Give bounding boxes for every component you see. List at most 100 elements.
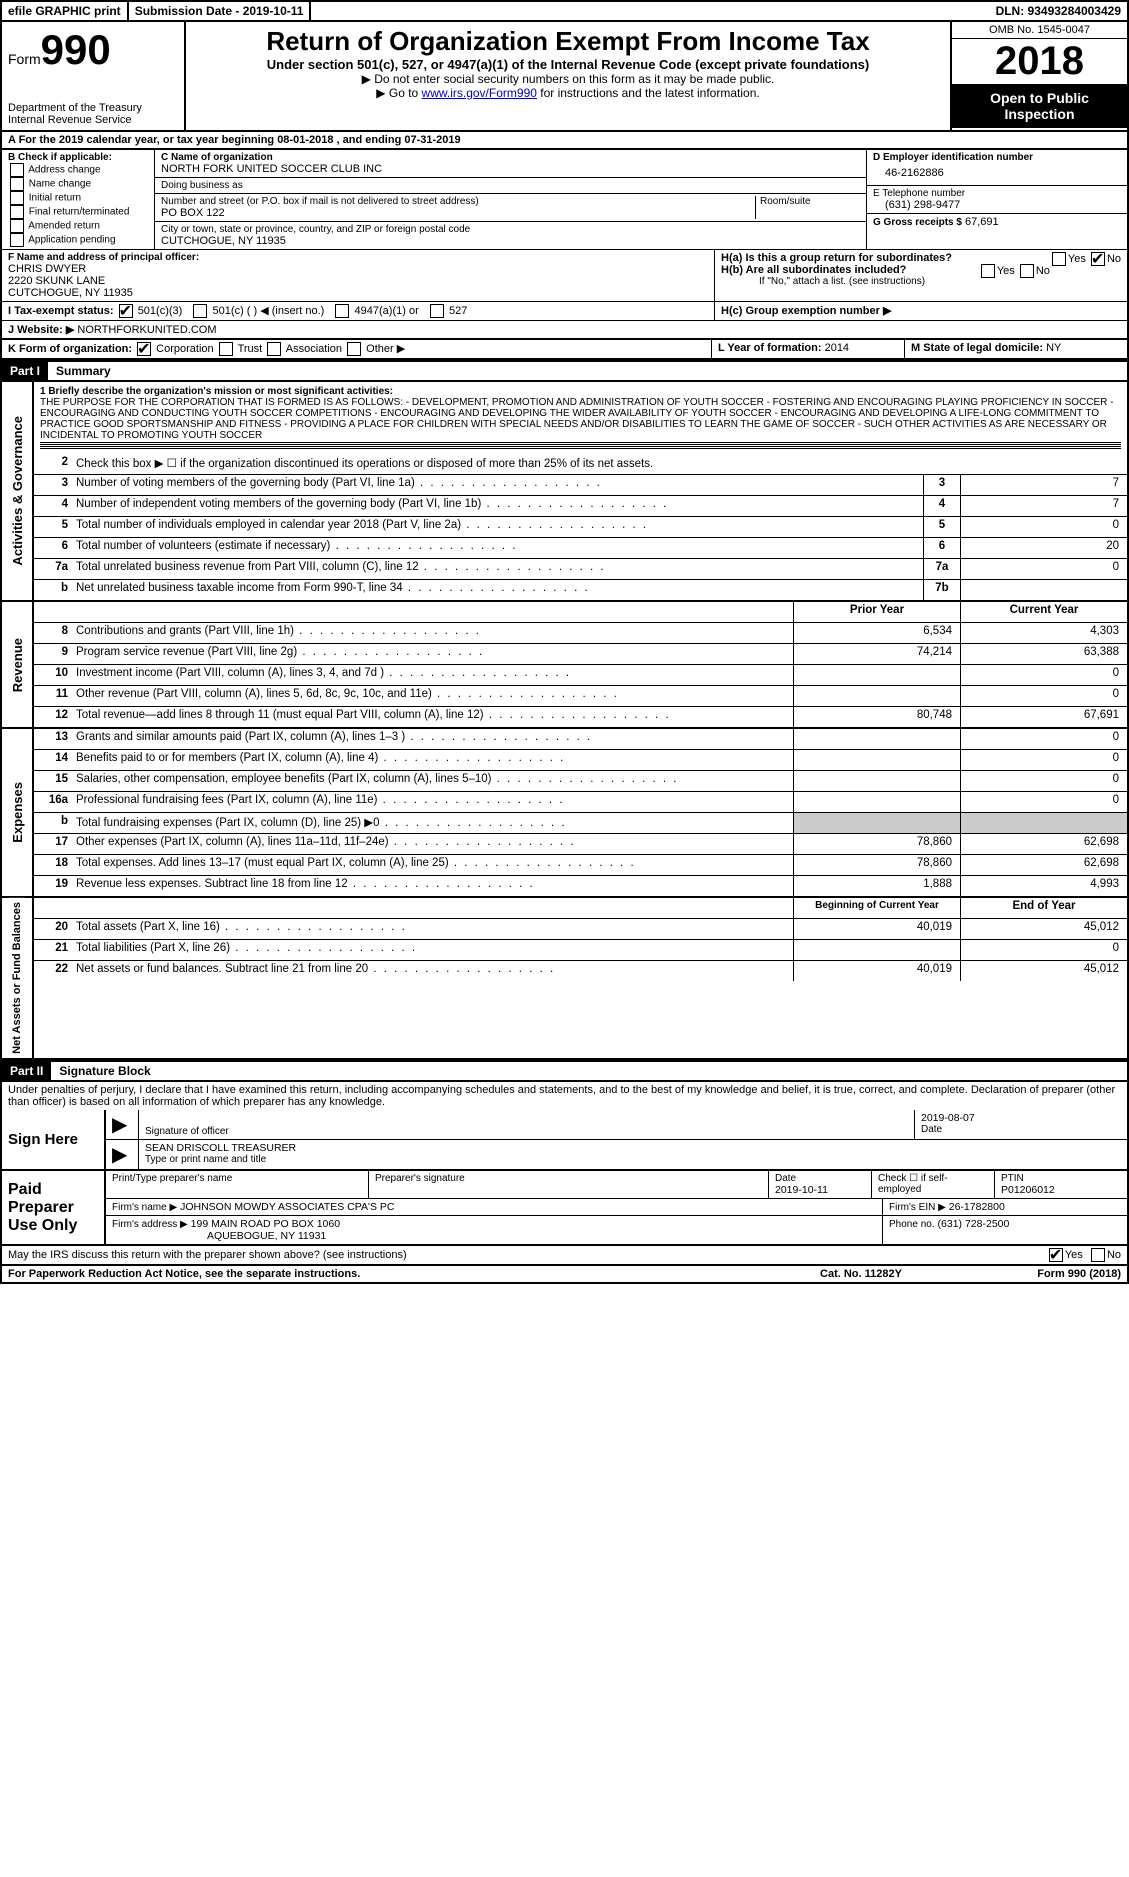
open-inspection: Open to Public Inspection (952, 84, 1127, 128)
summary-line: 8Contributions and grants (Part VIII, li… (34, 623, 1127, 644)
paperwork-notice: For Paperwork Reduction Act Notice, see … (8, 1268, 761, 1280)
firm-phone: (631) 728-2500 (938, 1218, 1010, 1230)
chk-app-pending[interactable] (10, 233, 24, 247)
prep-date: 2019-10-11 (775, 1184, 865, 1196)
date-label: Date (921, 1124, 1121, 1135)
irs-link[interactable]: www.irs.gov/Form990 (422, 86, 537, 100)
g-label: G Gross receipts $ (873, 217, 962, 228)
summary-line: 21Total liabilities (Part X, line 26)0 (34, 940, 1127, 961)
paid-preparer-label: Paid Preparer Use Only (2, 1171, 106, 1244)
officer-street: 2220 SKUNK LANE (8, 275, 708, 287)
chk-4947[interactable] (335, 304, 349, 318)
officer-city: CUTCHOGUE, NY 11935 (8, 287, 708, 299)
telephone: (631) 298-9477 (873, 199, 1121, 211)
col-current: Current Year (960, 602, 1127, 622)
dba-label: Doing business as (161, 180, 860, 191)
summary-line: 17Other expenses (Part IX, column (A), l… (34, 834, 1127, 855)
summary-line: 4Number of independent voting members of… (34, 496, 1127, 517)
line-i: I Tax-exempt status: 501(c)(3) 501(c) ( … (0, 302, 1129, 321)
firm-addr2: AQUEBOGUE, NY 11931 (112, 1230, 326, 1242)
org-name: NORTH FORK UNITED SOCCER CLUB INC (161, 163, 860, 175)
paid-preparer-block: Paid Preparer Use Only Print/Type prepar… (0, 1171, 1129, 1246)
note-goto: ▶ Go to www.irs.gov/Form990 for instruct… (192, 86, 944, 100)
form-subtitle: Under section 501(c), 527, or 4947(a)(1)… (192, 57, 944, 72)
discuss-yes[interactable] (1049, 1248, 1063, 1262)
chk-501c[interactable] (193, 304, 207, 318)
b-label: B Check if applicable: (8, 152, 148, 163)
identity-block: B Check if applicable: Address change Na… (0, 150, 1129, 250)
org-street: PO BOX 122 (161, 207, 755, 219)
firm-ein: 26-1782800 (949, 1201, 1005, 1213)
chk-other[interactable] (347, 342, 361, 356)
year-formation: 2014 (825, 342, 849, 354)
hb-no[interactable] (1020, 264, 1034, 278)
chk-address-change[interactable] (10, 163, 24, 177)
part-2-header: Part II Signature Block (0, 1060, 1129, 1082)
sig-officer-label: Signature of officer (145, 1126, 908, 1137)
summary-line: bNet unrelated business taxable income f… (34, 580, 1127, 600)
summary-line: 11Other revenue (Part VIII, column (A), … (34, 686, 1127, 707)
city-label: City or town, state or province, country… (161, 224, 860, 235)
summary-line: 15Salaries, other compensation, employee… (34, 771, 1127, 792)
summary-line: 9Program service revenue (Part VIII, lin… (34, 644, 1127, 665)
chk-amended[interactable] (10, 219, 24, 233)
section-expenses: Expenses 13Grants and similar amounts pa… (0, 729, 1129, 898)
chk-assoc[interactable] (267, 342, 281, 356)
vlabel-net: Net Assets or Fund Balances (9, 898, 25, 1058)
vlabel-ag: Activities & Governance (8, 412, 27, 570)
officer-name: CHRIS DWYER (8, 263, 708, 275)
cat-number: Cat. No. 11282Y (761, 1268, 961, 1280)
ptin: P01206012 (1001, 1184, 1121, 1196)
discuss-row: May the IRS discuss this return with the… (0, 1246, 1129, 1266)
chk-initial-return[interactable] (10, 191, 24, 205)
form-header: Form990 Department of the Treasury Inter… (0, 22, 1129, 132)
self-employed: Check ☐ if self-employed (872, 1171, 995, 1198)
sign-here-label: Sign Here (2, 1110, 106, 1169)
chk-name-change[interactable] (10, 177, 24, 191)
form-title: Return of Organization Exempt From Incom… (192, 26, 944, 57)
hb-yes[interactable] (981, 264, 995, 278)
summary-line: 13Grants and similar amounts paid (Part … (34, 729, 1127, 750)
form-footer: Form 990 (2018) (961, 1268, 1121, 1280)
sig-date: 2019-08-07 (921, 1112, 1121, 1124)
officer-block: F Name and address of principal officer:… (0, 250, 1129, 302)
sign-here-block: Sign Here ▶ Signature of officer 2019-08… (0, 1110, 1129, 1171)
prep-sig-label: Preparer's signature (375, 1173, 762, 1184)
col-begin: Beginning of Current Year (793, 898, 960, 918)
ha-yes[interactable] (1052, 252, 1066, 266)
summary-line: 20Total assets (Part X, line 16)40,01945… (34, 919, 1127, 940)
f-label: F Name and address of principal officer: (8, 252, 708, 263)
submission-date: Submission Date - 2019-10-11 (129, 2, 312, 20)
chk-trust[interactable] (219, 342, 233, 356)
officer-name-title: SEAN DRISCOLL TREASURER (145, 1142, 1121, 1154)
top-bar: efile GRAPHIC print Submission Date - 20… (0, 0, 1129, 22)
line-j: J Website: ▶ NORTHFORKUNITED.COM (0, 321, 1129, 340)
ein: 46-2162886 (873, 163, 1121, 183)
vlabel-rev: Revenue (8, 634, 27, 696)
form-word: Form (8, 51, 41, 67)
line-klm: K Form of organization: Corporation Trus… (0, 340, 1129, 360)
chk-final-return[interactable] (10, 205, 24, 219)
form-number: 990 (41, 26, 111, 73)
org-city: CUTCHOGUE, NY 11935 (161, 235, 860, 247)
col-end: End of Year (960, 898, 1127, 918)
section-netassets: Net Assets or Fund Balances Beginning of… (0, 898, 1129, 1060)
state-domicile: NY (1046, 342, 1061, 354)
dln: DLN: 93493284003429 (990, 2, 1127, 20)
chk-corp[interactable] (137, 342, 151, 356)
page-footer: For Paperwork Reduction Act Notice, see … (0, 1266, 1129, 1284)
hb-note: If "No," attach a list. (see instruction… (721, 276, 1121, 287)
ha-no[interactable] (1091, 252, 1105, 266)
discuss-no[interactable] (1091, 1248, 1105, 1262)
name-title-label: Type or print name and title (145, 1154, 1121, 1165)
mission-text: THE PURPOSE FOR THE CORPORATION THAT IS … (40, 397, 1121, 441)
summary-line: 7aTotal unrelated business revenue from … (34, 559, 1127, 580)
chk-527[interactable] (430, 304, 444, 318)
chk-501c3[interactable] (119, 304, 133, 318)
summary-line: 6Total number of volunteers (estimate if… (34, 538, 1127, 559)
firm-addr1: 199 MAIN ROAD PO BOX 1060 (191, 1218, 340, 1230)
room-label: Room/suite (760, 196, 860, 207)
summary-line: 18Total expenses. Add lines 13–17 (must … (34, 855, 1127, 876)
h-a: H(a) Is this a group return for subordin… (721, 252, 1121, 264)
note-ssn: ▶ Do not enter social security numbers o… (192, 72, 944, 86)
